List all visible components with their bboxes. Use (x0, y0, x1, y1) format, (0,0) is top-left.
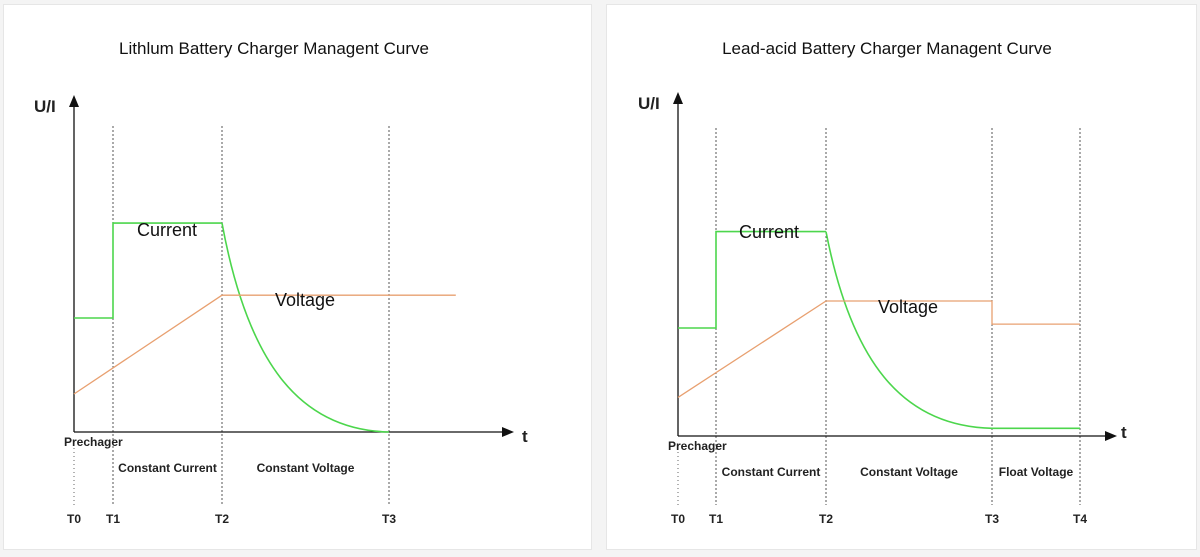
x-tick-label: T2 (819, 512, 833, 526)
x-tick-label: T0 (67, 512, 81, 526)
x-tick-label: T1 (709, 512, 723, 526)
voltage-series-line (677, 300, 1080, 398)
x-tick-label: T0 (671, 512, 685, 526)
lithium-chart: Lithlum Battery Charger Managent Curve U/… (34, 39, 528, 526)
x-tick-label: T3 (382, 512, 396, 526)
x-axis-arrow-icon (502, 427, 514, 437)
x-tick-label: T1 (106, 512, 120, 526)
chart-title: Lead-acid Battery Charger Managent Curve (722, 39, 1052, 58)
y-axis-label: U/I (34, 97, 56, 116)
y-axis-arrow-icon (69, 95, 79, 107)
x-tick-label: T4 (1073, 512, 1087, 526)
x-axis-arrow-icon (1105, 431, 1117, 441)
chart-title: Lithlum Battery Charger Managent Curve (119, 39, 429, 58)
voltage-series-label: Voltage (878, 297, 938, 317)
lithium-chart-panel: Lithlum Battery Charger Managent Curve U/… (3, 4, 592, 550)
phase-label: Float Voltage (999, 465, 1074, 479)
voltage-series-label: Voltage (275, 290, 335, 310)
phase-label: Constant Current (118, 461, 217, 475)
x-tick-label: T2 (215, 512, 229, 526)
lead-acid-chart: Lead-acid Battery Charger Managent Curve… (638, 39, 1127, 526)
phase-label: Prechager (64, 435, 123, 449)
y-axis-arrow-icon (673, 92, 683, 104)
phase-label: Prechager (668, 439, 727, 453)
lead-acid-chart-panel: Lead-acid Battery Charger Managent Curve… (606, 4, 1197, 550)
current-series-line (74, 222, 390, 433)
phase-label: Constant Voltage (860, 465, 958, 479)
current-series-line (678, 230, 1080, 430)
phase-label: Constant Voltage (257, 461, 355, 475)
x-axis-label: t (1121, 423, 1127, 442)
x-tick-label: T3 (985, 512, 999, 526)
x-axis-label: t (522, 427, 528, 446)
y-axis-label: U/I (638, 94, 660, 113)
current-series-label: Current (137, 220, 197, 240)
current-series-label: Current (739, 222, 799, 242)
voltage-series-line (73, 294, 456, 395)
phase-label: Constant Current (722, 465, 821, 479)
